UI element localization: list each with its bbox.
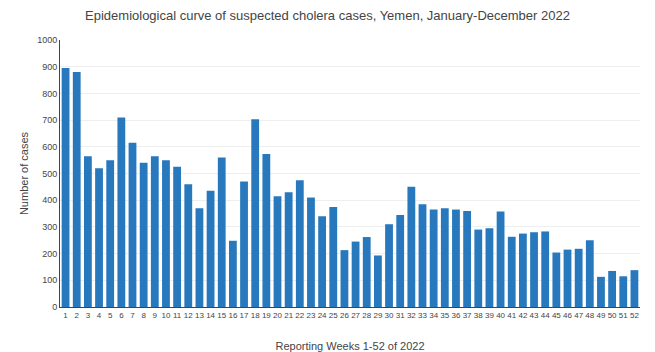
- svg-text:15: 15: [217, 311, 226, 320]
- svg-text:14: 14: [206, 311, 215, 320]
- svg-text:33: 33: [418, 311, 427, 320]
- svg-text:12: 12: [184, 311, 193, 320]
- svg-text:30: 30: [385, 311, 394, 320]
- svg-text:5: 5: [108, 311, 113, 320]
- svg-text:400: 400: [42, 195, 57, 205]
- svg-text:0: 0: [52, 302, 57, 312]
- svg-text:44: 44: [541, 311, 550, 320]
- svg-text:27: 27: [351, 311, 360, 320]
- svg-text:28: 28: [362, 311, 371, 320]
- svg-text:35: 35: [440, 311, 449, 320]
- svg-text:18: 18: [251, 311, 260, 320]
- svg-text:8: 8: [141, 311, 146, 320]
- svg-text:700: 700: [42, 115, 57, 125]
- svg-text:20: 20: [273, 311, 282, 320]
- svg-text:17: 17: [240, 311, 249, 320]
- svg-text:100: 100: [42, 275, 57, 285]
- svg-text:Number of cases: Number of cases: [18, 131, 30, 215]
- svg-text:41: 41: [507, 311, 516, 320]
- svg-text:31: 31: [396, 311, 405, 320]
- svg-text:39: 39: [485, 311, 494, 320]
- svg-text:52: 52: [630, 311, 639, 320]
- svg-text:26: 26: [340, 311, 349, 320]
- svg-text:45: 45: [552, 311, 561, 320]
- svg-text:9: 9: [153, 311, 158, 320]
- svg-text:37: 37: [463, 311, 472, 320]
- svg-text:7: 7: [130, 311, 135, 320]
- svg-text:25: 25: [329, 311, 338, 320]
- svg-text:Reporting Weeks 1-52 of 2022: Reporting Weeks 1-52 of 2022: [276, 340, 425, 352]
- svg-text:4: 4: [97, 311, 102, 320]
- svg-text:500: 500: [42, 169, 57, 179]
- svg-text:1000: 1000: [37, 35, 57, 45]
- svg-text:200: 200: [42, 249, 57, 259]
- svg-text:46: 46: [563, 311, 572, 320]
- svg-text:300: 300: [42, 222, 57, 232]
- svg-text:38: 38: [474, 311, 483, 320]
- svg-text:900: 900: [42, 62, 57, 72]
- svg-text:23: 23: [307, 311, 316, 320]
- svg-text:10: 10: [162, 311, 171, 320]
- svg-text:50: 50: [608, 311, 617, 320]
- svg-text:51: 51: [619, 311, 628, 320]
- svg-text:600: 600: [42, 142, 57, 152]
- svg-text:13: 13: [195, 311, 204, 320]
- svg-text:43: 43: [530, 311, 539, 320]
- svg-text:3: 3: [86, 311, 91, 320]
- svg-text:800: 800: [42, 89, 57, 99]
- svg-text:16: 16: [228, 311, 237, 320]
- svg-text:1: 1: [63, 311, 68, 320]
- svg-text:24: 24: [318, 311, 327, 320]
- svg-text:22: 22: [295, 311, 304, 320]
- svg-text:36: 36: [452, 311, 461, 320]
- svg-text:Epidemiological curve of suspe: Epidemiological curve of suspected chole…: [85, 8, 570, 23]
- svg-text:21: 21: [284, 311, 293, 320]
- svg-text:40: 40: [496, 311, 505, 320]
- svg-text:32: 32: [407, 311, 416, 320]
- svg-text:34: 34: [429, 311, 438, 320]
- svg-text:49: 49: [597, 311, 606, 320]
- svg-text:47: 47: [574, 311, 583, 320]
- svg-text:29: 29: [373, 311, 382, 320]
- svg-text:48: 48: [585, 311, 594, 320]
- svg-text:42: 42: [518, 311, 527, 320]
- svg-text:19: 19: [262, 311, 271, 320]
- svg-text:6: 6: [119, 311, 124, 320]
- svg-text:11: 11: [173, 311, 182, 320]
- svg-text:2: 2: [75, 311, 80, 320]
